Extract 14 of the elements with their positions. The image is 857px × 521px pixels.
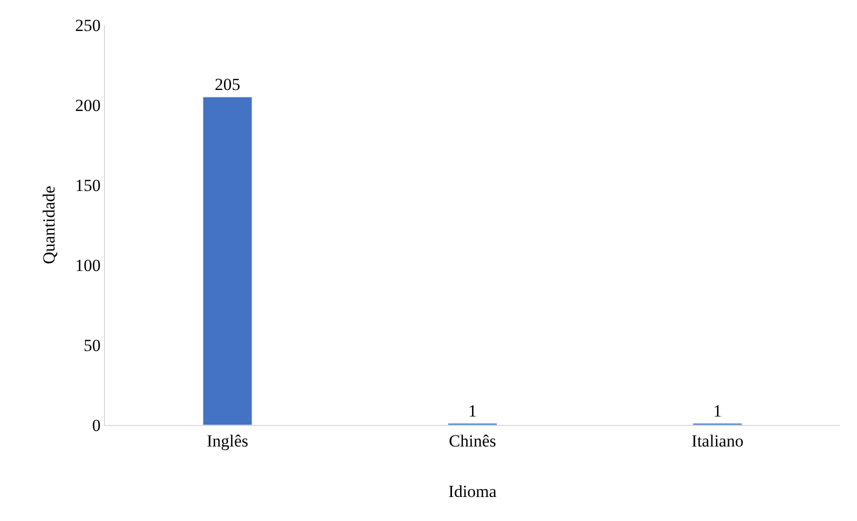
data-label: 1 bbox=[468, 401, 477, 420]
y-tick-label: 0 bbox=[92, 416, 101, 435]
y-tick-label: 200 bbox=[75, 96, 101, 115]
y-axis-title: Quantidade bbox=[40, 186, 59, 264]
x-tick-label: Chinês bbox=[448, 431, 496, 450]
data-label: 205 bbox=[214, 75, 240, 94]
data-label: 1 bbox=[713, 401, 722, 420]
y-tick-label: 250 bbox=[75, 16, 101, 35]
x-tick-label: Inglês bbox=[206, 431, 248, 450]
x-tick-label: Italiano bbox=[692, 431, 744, 450]
y-tick-label: 50 bbox=[84, 336, 101, 355]
y-tick-label: 100 bbox=[75, 256, 101, 275]
x-axis-title: Idioma bbox=[448, 482, 498, 501]
y-tick-label: 150 bbox=[75, 176, 101, 195]
